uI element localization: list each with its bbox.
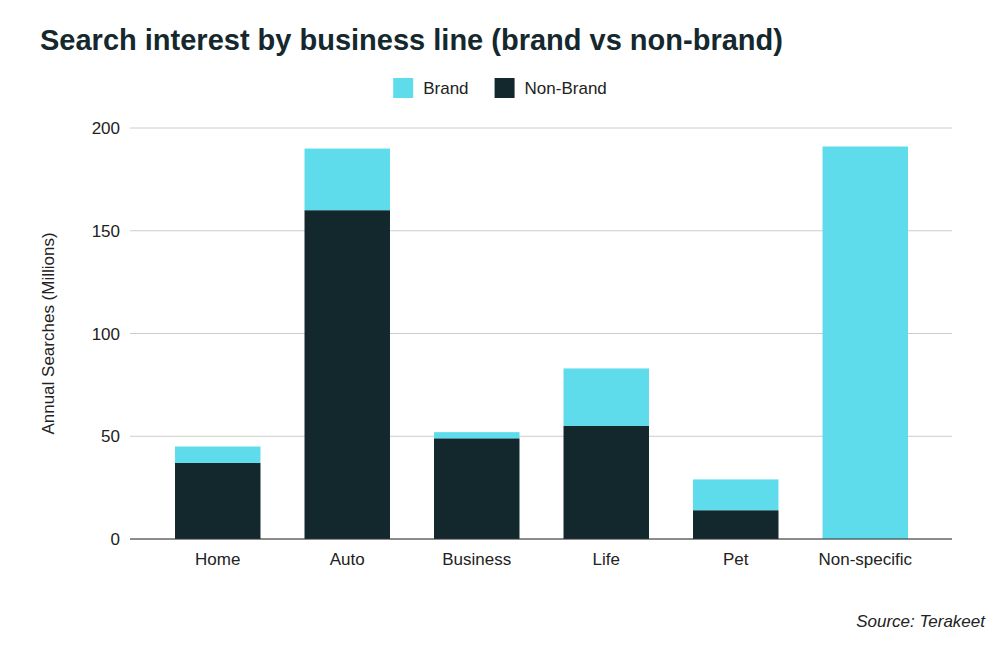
bar-segment [564, 426, 649, 539]
title: Search interest by business line (brand … [40, 24, 783, 56]
bar-segment [693, 510, 778, 539]
y-tick-label: 100 [92, 325, 120, 344]
legend-swatch [495, 78, 515, 98]
bar-segment [305, 210, 390, 539]
x-tick-label: Business [442, 550, 511, 569]
y-axis-label: Annual Searches (Millions) [39, 232, 58, 434]
bar-segment [564, 368, 649, 426]
x-tick-label: Life [593, 550, 620, 569]
bar-segment [823, 146, 908, 539]
bar-segment [434, 438, 519, 539]
bar-segment [175, 447, 260, 463]
background [0, 0, 1000, 650]
y-tick-label: 0 [111, 530, 120, 549]
legend-label: Non-Brand [525, 79, 607, 98]
y-tick-label: 200 [92, 119, 120, 138]
legend-label: Brand [423, 79, 468, 98]
legend-swatch [393, 78, 413, 98]
x-tick-label: Non-specific [818, 550, 912, 569]
grid-line [130, 539, 952, 540]
chart: Search interest by business line (brand … [0, 0, 1000, 650]
source: Source: Terakeet [856, 612, 986, 631]
x-tick-label: Pet [723, 550, 749, 569]
y-tick-label: 150 [92, 222, 120, 241]
grid-line [130, 128, 952, 129]
bar-segment [434, 432, 519, 438]
y-tick-label: 50 [101, 427, 120, 446]
legend: Brand Non-Brand [393, 78, 607, 98]
x-tick-label: Home [195, 550, 240, 569]
x-tick-label: Auto [330, 550, 365, 569]
x-axis-line [130, 538, 952, 539]
bar-segment [175, 463, 260, 539]
bar-segment [305, 149, 390, 211]
bar-segment [693, 479, 778, 510]
